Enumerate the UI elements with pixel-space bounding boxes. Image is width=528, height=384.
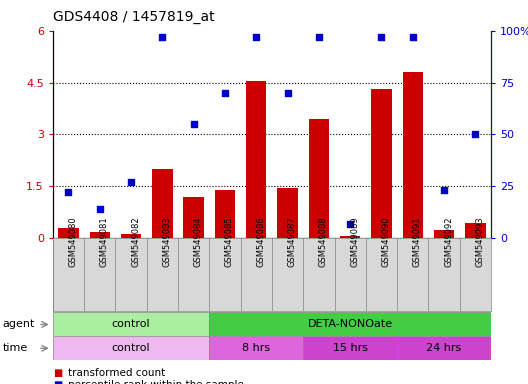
Text: GSM549083: GSM549083: [163, 216, 172, 267]
Bar: [90, 232, 110, 238]
Bar: [121, 233, 141, 238]
Text: GSM549086: GSM549086: [256, 216, 265, 267]
Text: ■: ■: [53, 368, 62, 378]
Bar: [434, 230, 454, 238]
Point: [158, 34, 167, 40]
Text: transformed count: transformed count: [68, 368, 165, 378]
Point: [252, 34, 260, 40]
Bar: [209, 336, 303, 360]
Text: GSM549080: GSM549080: [69, 217, 78, 267]
Bar: [58, 228, 79, 238]
Text: GSM549091: GSM549091: [413, 217, 422, 267]
Point: [127, 179, 135, 185]
Bar: [309, 119, 329, 238]
Point: [64, 189, 73, 195]
Text: DETA-NONOate: DETA-NONOate: [308, 319, 393, 329]
Text: percentile rank within the sample: percentile rank within the sample: [68, 380, 243, 384]
Bar: [465, 223, 486, 238]
Text: GSM549093: GSM549093: [475, 217, 484, 267]
Text: control: control: [112, 319, 150, 329]
Point: [440, 187, 448, 194]
Text: GSM549088: GSM549088: [319, 216, 328, 267]
Text: GSM549089: GSM549089: [350, 217, 359, 267]
Point: [409, 34, 417, 40]
Point: [315, 34, 323, 40]
Text: time: time: [3, 343, 28, 353]
Bar: [215, 190, 235, 238]
Bar: [397, 336, 491, 360]
Bar: [184, 197, 204, 238]
Point: [377, 34, 385, 40]
Point: [346, 220, 354, 227]
Text: agent: agent: [3, 319, 35, 329]
Point: [221, 90, 229, 96]
Text: control: control: [112, 343, 150, 353]
Text: GSM549090: GSM549090: [381, 217, 391, 267]
Text: GSM549085: GSM549085: [225, 217, 234, 267]
Text: GSM549092: GSM549092: [444, 217, 453, 267]
Text: 15 hrs: 15 hrs: [333, 343, 367, 353]
Text: GSM549087: GSM549087: [288, 216, 297, 267]
Text: GSM549084: GSM549084: [194, 217, 203, 267]
Bar: [340, 236, 360, 238]
Text: GDS4408 / 1457819_at: GDS4408 / 1457819_at: [53, 10, 214, 23]
Bar: [303, 336, 397, 360]
Text: 8 hrs: 8 hrs: [242, 343, 270, 353]
Bar: [53, 336, 209, 360]
Point: [190, 121, 198, 127]
Text: GSM549081: GSM549081: [100, 217, 109, 267]
Bar: [152, 169, 173, 238]
Point: [471, 131, 479, 137]
Point: [284, 90, 292, 96]
Bar: [246, 81, 267, 238]
Bar: [371, 89, 392, 238]
Bar: [53, 312, 209, 336]
Text: GSM549082: GSM549082: [131, 217, 140, 267]
Point: [96, 206, 104, 212]
Text: 24 hrs: 24 hrs: [427, 343, 461, 353]
Bar: [209, 312, 491, 336]
Text: ■: ■: [53, 380, 62, 384]
Bar: [277, 188, 298, 238]
Bar: [403, 72, 423, 238]
